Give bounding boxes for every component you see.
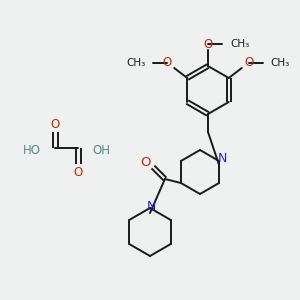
Text: CH₃: CH₃ xyxy=(230,39,249,49)
Text: N: N xyxy=(218,152,227,166)
Text: CH₃: CH₃ xyxy=(271,58,290,68)
Text: N: N xyxy=(146,200,156,212)
Text: O: O xyxy=(163,56,172,70)
Text: OH: OH xyxy=(92,145,110,158)
Text: HO: HO xyxy=(23,145,41,158)
Text: O: O xyxy=(74,166,82,178)
Text: O: O xyxy=(141,155,151,169)
Text: O: O xyxy=(203,38,213,50)
Text: O: O xyxy=(50,118,60,130)
Text: CH₃: CH₃ xyxy=(126,58,145,68)
Text: O: O xyxy=(244,56,254,70)
